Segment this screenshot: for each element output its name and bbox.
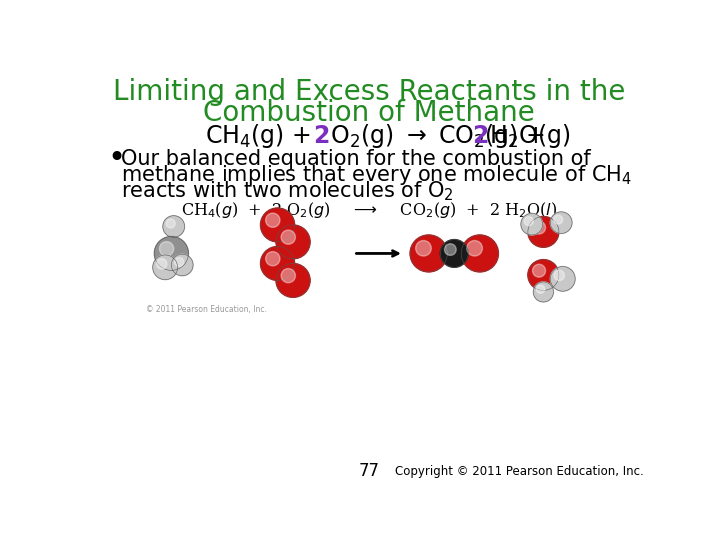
Circle shape	[524, 217, 534, 226]
Circle shape	[163, 215, 184, 237]
Circle shape	[554, 215, 563, 224]
Circle shape	[521, 213, 543, 235]
Circle shape	[534, 282, 554, 302]
Text: CH$_4$(g) +: CH$_4$(g) +	[204, 123, 313, 151]
Circle shape	[261, 208, 294, 242]
Circle shape	[441, 240, 468, 267]
Circle shape	[281, 268, 295, 283]
Circle shape	[175, 258, 184, 267]
Circle shape	[533, 221, 546, 234]
Circle shape	[166, 219, 175, 228]
Text: reacts with two molecules of O$_2$: reacts with two molecules of O$_2$	[121, 179, 454, 203]
Circle shape	[276, 225, 310, 259]
Circle shape	[528, 260, 559, 291]
Text: O$_2$(g) $\rightarrow$ CO$_2$(g) +: O$_2$(g) $\rightarrow$ CO$_2$(g) +	[323, 123, 548, 151]
Text: H$_2$O(g): H$_2$O(g)	[482, 123, 571, 151]
Text: 2: 2	[472, 124, 488, 148]
Circle shape	[462, 235, 498, 272]
Circle shape	[281, 230, 295, 244]
Text: Our balanced equation for the combustion of: Our balanced equation for the combustion…	[121, 148, 590, 168]
Text: 2: 2	[313, 124, 330, 148]
Text: © 2011 Pearson Education, Inc.: © 2011 Pearson Education, Inc.	[145, 305, 266, 314]
Circle shape	[156, 259, 167, 269]
Circle shape	[444, 244, 456, 255]
Circle shape	[153, 255, 178, 280]
Circle shape	[415, 240, 431, 256]
Text: Limiting and Excess Reactants in the: Limiting and Excess Reactants in the	[113, 78, 625, 106]
Circle shape	[261, 247, 294, 280]
Circle shape	[154, 237, 189, 271]
Circle shape	[266, 252, 280, 266]
Circle shape	[536, 285, 545, 293]
Text: methane implies that every one molecule of CH$_4$: methane implies that every one molecule …	[121, 163, 632, 187]
Circle shape	[171, 254, 193, 276]
Circle shape	[276, 264, 310, 298]
Text: Copyright © 2011 Pearson Education, Inc.: Copyright © 2011 Pearson Education, Inc.	[395, 465, 644, 478]
Circle shape	[528, 217, 559, 247]
Circle shape	[550, 267, 575, 291]
Circle shape	[467, 240, 482, 256]
Circle shape	[550, 212, 572, 233]
Text: CH$_4$($g$)  +  2 O$_2$($g$)    $\longrightarrow$    CO$_2$($g$)  +  2 H$_2$O($l: CH$_4$($g$) + 2 O$_2$($g$) $\longrightar…	[181, 200, 557, 220]
Circle shape	[554, 270, 564, 281]
Text: •: •	[107, 144, 125, 173]
Circle shape	[266, 213, 280, 227]
Circle shape	[410, 235, 447, 272]
Text: Combustion of Methane: Combustion of Methane	[203, 98, 535, 126]
Text: 77: 77	[359, 462, 379, 481]
Circle shape	[159, 241, 174, 256]
Circle shape	[533, 264, 546, 277]
